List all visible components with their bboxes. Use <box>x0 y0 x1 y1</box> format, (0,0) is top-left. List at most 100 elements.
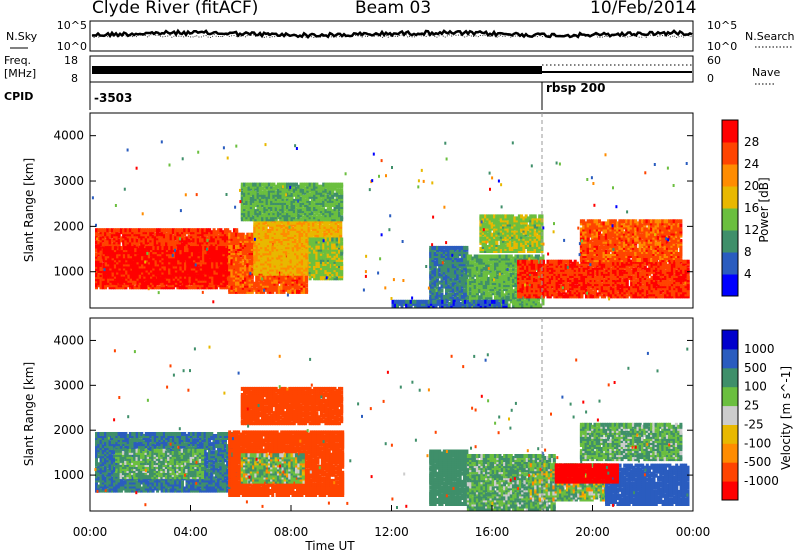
heat-cell <box>161 270 165 275</box>
heat-cell <box>154 246 158 251</box>
heat-cell <box>134 280 138 285</box>
heat-cell <box>108 283 112 288</box>
heat-cell <box>208 252 212 257</box>
heat-cell <box>128 242 132 247</box>
heat-cell <box>162 238 166 243</box>
heat-cell <box>262 285 266 290</box>
heat-cell <box>116 278 120 283</box>
heat-cell <box>208 258 212 263</box>
heat-cell <box>269 263 273 268</box>
heat-cell <box>208 264 212 269</box>
heat-cell <box>195 246 199 251</box>
heat-cell <box>266 279 270 284</box>
heat-cell <box>171 234 175 239</box>
heat-cell <box>199 246 203 251</box>
heat-cell <box>127 270 131 275</box>
heat-cell <box>196 232 200 237</box>
heat-cell <box>108 232 112 237</box>
heat-cell <box>127 260 131 265</box>
heat-cell <box>147 232 150 237</box>
heat-cell <box>178 285 182 290</box>
heat-cell <box>109 274 113 279</box>
heat-cell <box>220 254 224 259</box>
heat-cell <box>140 283 144 288</box>
heat-cell <box>104 274 108 279</box>
heat-cell <box>118 254 122 259</box>
heat-cell <box>134 250 138 255</box>
heat-cell <box>165 246 169 251</box>
heat-cell <box>156 285 160 290</box>
heat-cell <box>190 276 194 281</box>
heat-cell <box>99 256 103 261</box>
heat-cell <box>133 238 137 243</box>
heat-cell <box>202 260 206 265</box>
heat-cell <box>213 246 217 251</box>
heat-cell <box>217 278 221 283</box>
heat-cell <box>246 253 250 258</box>
cpid-row: CPID -3503 rbsp 200 <box>4 81 605 110</box>
heat-cell <box>257 224 261 229</box>
heat-cell <box>246 279 250 284</box>
heat-cell <box>202 278 206 283</box>
heat-cell <box>302 289 306 294</box>
heat-cell <box>134 254 138 259</box>
heat-cell <box>192 232 196 237</box>
heat-cell <box>235 279 238 284</box>
heat-cell <box>246 232 250 237</box>
heat-cell <box>161 274 165 279</box>
heat-cell <box>165 285 169 290</box>
heat-cell <box>235 289 238 294</box>
heat-cell <box>170 250 174 255</box>
heat-cell <box>208 283 212 288</box>
heat-cell <box>118 246 122 251</box>
heat-cell <box>145 274 149 279</box>
heat-cell <box>255 239 259 244</box>
heat-cell <box>228 234 232 239</box>
heat-cell <box>192 242 196 247</box>
heat-cell <box>268 285 272 290</box>
cpid-value-1: -3503 <box>94 91 132 105</box>
heat-cell <box>222 270 226 275</box>
heat-cell <box>122 238 126 243</box>
heat-cell <box>187 238 191 243</box>
heat-cell <box>111 252 115 257</box>
heat-cell <box>181 228 184 233</box>
heat-cell <box>184 264 187 269</box>
heat-cell <box>250 287 254 292</box>
heat-cell <box>177 264 181 269</box>
heat-cell <box>208 254 212 259</box>
heat-cell <box>145 270 149 275</box>
heat-cell <box>219 238 223 243</box>
heat-cell <box>143 252 147 257</box>
heat-cell <box>237 263 241 268</box>
heat-cell <box>125 260 129 265</box>
heat-cell <box>142 232 146 237</box>
heat-cell <box>177 274 181 279</box>
heat-cell <box>282 289 286 294</box>
heat-cell <box>152 254 156 259</box>
heat-cell <box>199 262 203 267</box>
heat-cell <box>179 260 183 265</box>
heat-cell <box>298 285 302 290</box>
heat-cell <box>113 283 117 288</box>
heat-cell <box>255 220 259 225</box>
heat-cell <box>235 245 238 249</box>
heat-cell <box>268 279 272 284</box>
heat-cell <box>133 228 137 233</box>
heat-cell <box>111 254 115 259</box>
heat-cell <box>232 259 236 264</box>
heat-cell <box>255 279 259 284</box>
heat-cell <box>116 254 120 259</box>
heat-cell <box>260 253 264 258</box>
heat-cell <box>176 228 180 233</box>
nsky-tick-top: 10^5 <box>57 19 87 32</box>
heat-cell <box>190 232 193 237</box>
heat-cell <box>298 289 302 294</box>
heat-cell <box>177 250 181 255</box>
heat-cell <box>289 285 293 290</box>
heat-cell <box>168 264 172 269</box>
heat-cell <box>248 285 252 290</box>
heat-cell <box>203 238 207 243</box>
heat-cell <box>168 246 172 251</box>
nsky-tick-bottom: 10^0 <box>57 40 87 53</box>
